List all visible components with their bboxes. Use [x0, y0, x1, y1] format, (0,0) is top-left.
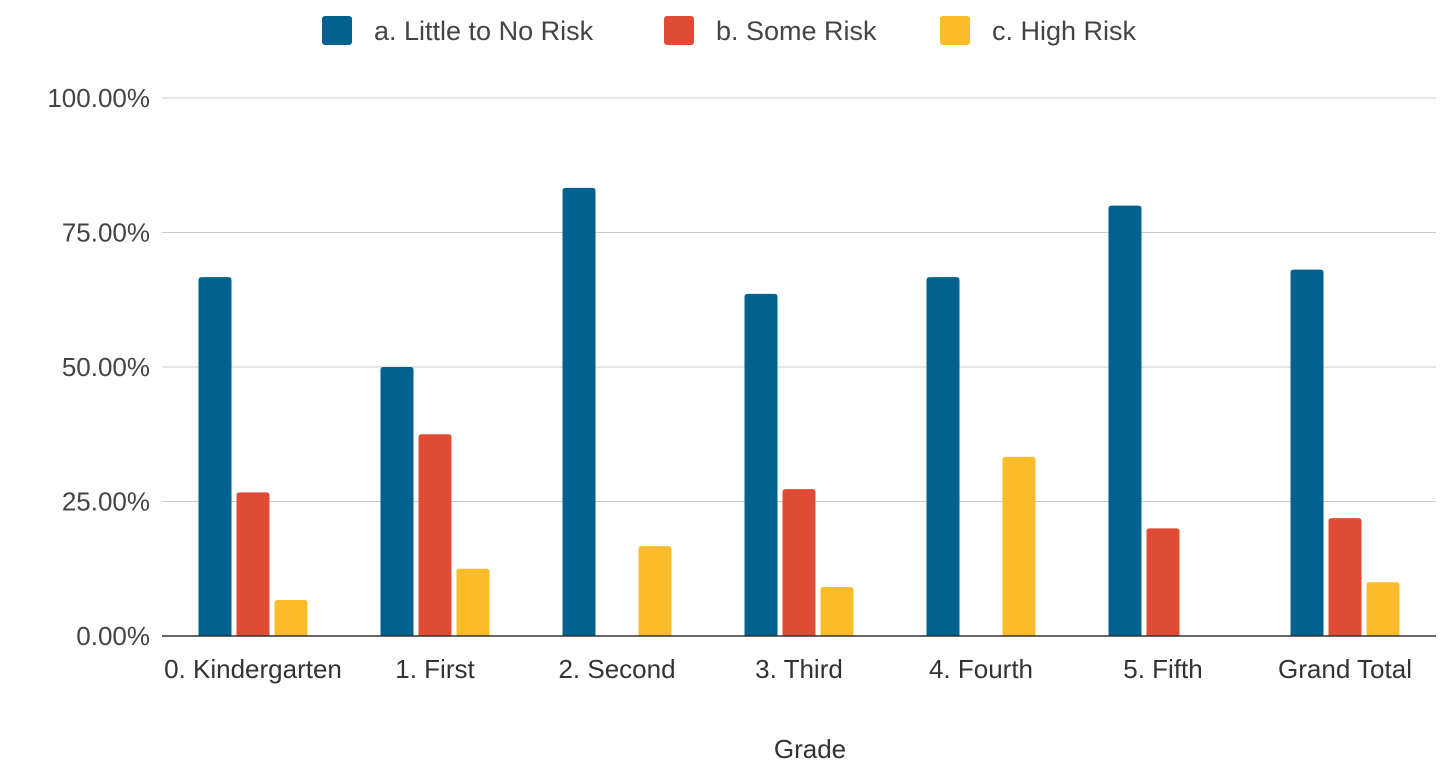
- bar-some-risk: [236, 492, 270, 636]
- x-category-label: 1. First: [395, 654, 475, 684]
- bar-high-risk: [820, 587, 854, 636]
- y-axis-ticks: 0.00% 25.00% 50.00% 75.00% 100.00%: [47, 83, 150, 651]
- legend-label: c. High Risk: [992, 16, 1137, 46]
- legend-swatch: [940, 16, 970, 45]
- bar-some-risk: [1146, 528, 1180, 636]
- bar-some-risk: [418, 434, 452, 636]
- bar-little-risk: [380, 367, 414, 636]
- y-tick-label: 75.00%: [62, 218, 150, 248]
- bar-high-risk: [1366, 582, 1400, 636]
- x-axis-categories: 0. Kindergarten 1. First 2. Second 3. Third…: [164, 654, 1412, 684]
- bar-high-risk: [1002, 456, 1036, 636]
- bar-high-risk: [638, 546, 672, 636]
- y-tick-label: 0.00%: [76, 621, 150, 651]
- bar-some-risk: [1328, 518, 1362, 636]
- bar-little-risk: [1290, 269, 1324, 636]
- x-category-label: 3. Third: [755, 654, 843, 684]
- bar-little-risk: [744, 293, 778, 636]
- x-category-label: 0. Kindergarten: [164, 654, 342, 684]
- bar-some-risk: [782, 489, 816, 636]
- bar-high-risk: [274, 599, 308, 636]
- x-category-label: 5. Fifth: [1123, 654, 1202, 684]
- bars: [198, 187, 1400, 636]
- bar-little-risk: [198, 277, 232, 636]
- x-category-label: 2. Second: [558, 654, 675, 684]
- gridlines: [162, 97, 1436, 502]
- legend-label: a. Little to No Risk: [374, 16, 594, 46]
- legend-swatch: [322, 16, 352, 45]
- bar-little-risk: [1108, 205, 1142, 636]
- bar-high-risk: [456, 568, 490, 636]
- bar-little-risk: [926, 277, 960, 636]
- x-category-label: 4. Fourth: [929, 654, 1033, 684]
- y-tick-label: 100.00%: [47, 83, 150, 113]
- y-tick-label: 50.00%: [62, 352, 150, 382]
- legend: a. Little to No Risk b. Some Risk c. High …: [322, 16, 1137, 46]
- x-axis-title: Grade: [774, 734, 846, 764]
- legend-swatch: [664, 16, 694, 45]
- y-tick-label: 25.00%: [62, 487, 150, 517]
- bar-little-risk: [562, 187, 596, 636]
- legend-label: b. Some Risk: [716, 16, 877, 46]
- x-category-label: Grand Total: [1278, 654, 1412, 684]
